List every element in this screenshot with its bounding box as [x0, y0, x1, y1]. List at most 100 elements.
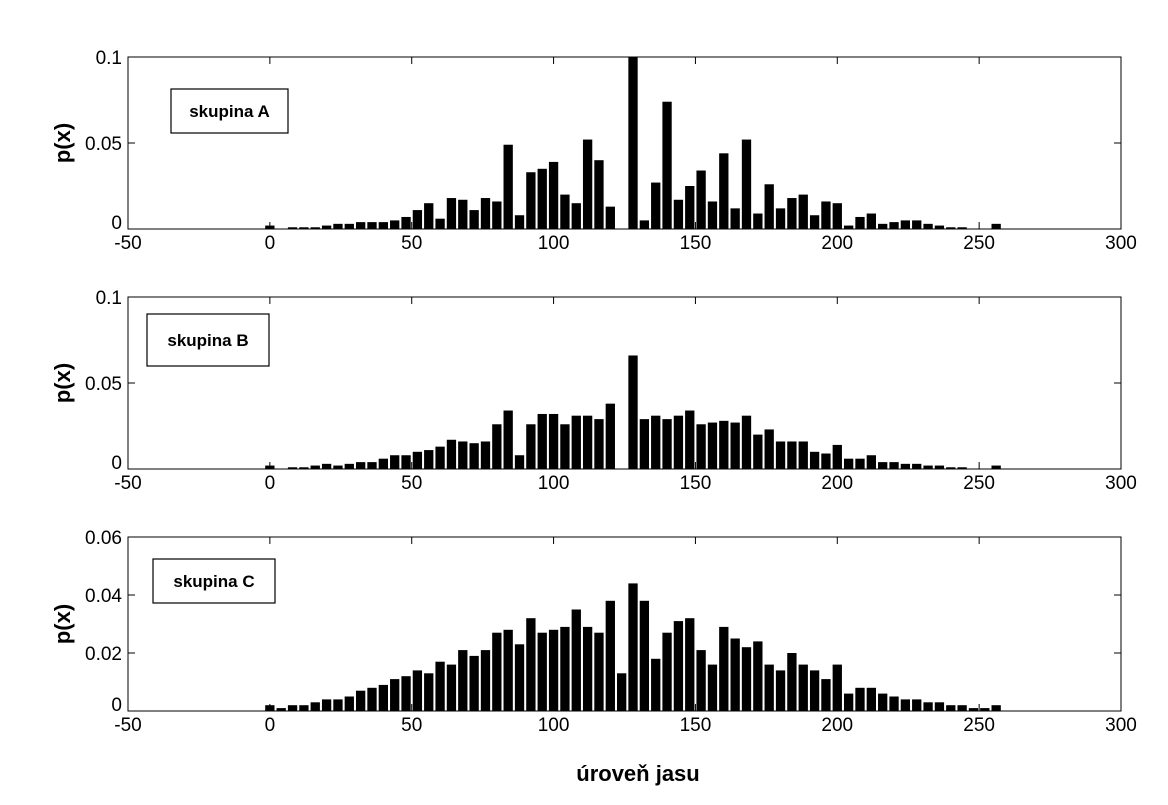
histogram-bar	[673, 415, 684, 469]
histogram-bar	[310, 227, 320, 229]
histogram-bar	[991, 223, 1001, 229]
histogram-bar	[424, 450, 434, 469]
histogram-bar	[378, 458, 388, 469]
histogram-bar	[605, 206, 615, 229]
x-tick-label: 250	[963, 233, 995, 254]
x-tick-label: 0	[265, 233, 276, 254]
histogram-bar	[832, 664, 842, 711]
y-tick-label: 0	[111, 453, 122, 474]
histogram-bar	[299, 705, 309, 711]
histogram-bar	[287, 705, 298, 711]
x-tick-label: 300	[1105, 715, 1137, 736]
histogram-bar	[435, 446, 445, 469]
histogram-bar	[469, 655, 479, 711]
y-axis-title-b: p(x)	[50, 363, 75, 403]
histogram-bar	[594, 160, 604, 229]
histogram-bar	[912, 463, 922, 469]
histogram-bar	[798, 441, 808, 469]
x-tick-label: 50	[401, 715, 422, 736]
histogram-bar	[787, 653, 797, 711]
histogram-bar	[503, 144, 513, 229]
histogram-bar	[412, 670, 423, 711]
histogram-bar	[878, 462, 888, 469]
histogram-bar	[526, 424, 536, 469]
histogram-bar	[321, 699, 332, 711]
y-tick-label: 0.06	[85, 528, 122, 549]
x-tick-label: 150	[680, 715, 712, 736]
histogram-bar	[707, 422, 718, 469]
histogram-bar	[571, 203, 581, 229]
histogram-bar	[594, 632, 604, 711]
histogram-bar	[980, 708, 990, 711]
histogram-bar	[878, 223, 888, 229]
histogram-bar	[912, 699, 922, 711]
histogram-bar	[492, 424, 502, 469]
histogram-bar	[843, 458, 854, 469]
histogram-bar	[639, 600, 650, 711]
histogram-bar	[787, 441, 797, 469]
histogram-bar	[889, 222, 899, 229]
annotation-box-b	[146, 313, 270, 367]
histogram-bar	[321, 225, 332, 229]
histogram-bar	[934, 465, 945, 469]
histogram-bar	[832, 203, 842, 229]
histogram-bar	[333, 465, 343, 469]
histogram-bar	[855, 458, 865, 469]
histogram-bar	[764, 429, 774, 469]
y-tick-label: 0.04	[85, 586, 122, 607]
histogram-bar	[946, 705, 956, 711]
histogram-bar	[628, 57, 638, 229]
histogram-bar	[753, 213, 763, 229]
y-tick-label: 0.05	[85, 374, 122, 395]
histogram-bar	[355, 222, 366, 229]
histogram-bar	[821, 201, 831, 229]
y-tick-label: 0.05	[85, 134, 122, 155]
histogram-bar	[775, 670, 786, 711]
histogram-bar	[321, 463, 332, 469]
histogram-bar	[741, 647, 752, 711]
histogram-bar	[651, 182, 661, 229]
histogram-bar	[310, 702, 320, 711]
x-tick-label: 50	[401, 233, 422, 254]
x-tick-label: 250	[963, 715, 995, 736]
histogram-bar	[548, 161, 559, 229]
histogram-bar	[696, 424, 706, 469]
histogram-bar	[707, 201, 718, 229]
histogram-bar	[424, 673, 434, 711]
histogram-bar	[696, 650, 706, 711]
histogram-bar	[333, 699, 343, 711]
histogram-bar	[730, 422, 740, 469]
histogram-bar	[673, 621, 684, 711]
histogram-bar	[685, 410, 695, 469]
histogram-bar	[355, 462, 366, 469]
histogram-bar	[367, 462, 377, 469]
histogram-bar	[458, 199, 468, 229]
histogram-bar	[605, 600, 615, 711]
histogram-bar	[548, 413, 559, 469]
y-tick-label: 0.1	[96, 288, 122, 309]
x-tick-label: 50	[401, 473, 422, 494]
histogram-bar	[809, 215, 820, 229]
histogram-bar	[537, 632, 547, 711]
histogram-bar	[707, 664, 718, 711]
histogram-bar	[673, 199, 684, 229]
histogram-bar	[889, 696, 899, 711]
histogram-bar	[503, 410, 513, 469]
x-tick-label: 0	[265, 473, 276, 494]
histogram-bar	[469, 443, 479, 469]
histogram-bar	[355, 690, 366, 711]
histogram-bar	[276, 708, 286, 711]
histogram-bar	[480, 650, 491, 711]
histogram-bar	[809, 670, 820, 711]
histogram-bar	[594, 419, 604, 469]
x-tick-label: 300	[1105, 473, 1137, 494]
histogram-bar	[344, 696, 354, 711]
histogram-bar	[991, 705, 1001, 711]
histogram-bar	[548, 629, 559, 711]
histogram-bar	[821, 453, 831, 469]
histogram-bar	[946, 227, 956, 229]
histogram-bar	[809, 451, 820, 469]
histogram-bar	[582, 139, 593, 229]
histogram-bar	[923, 223, 933, 229]
histogram-bar	[900, 220, 911, 229]
